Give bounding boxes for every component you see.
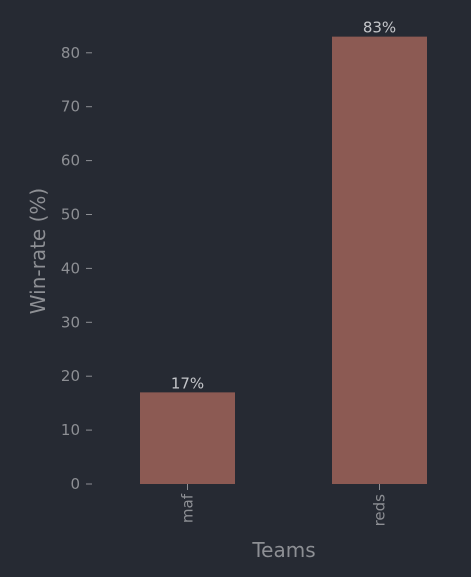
y-tick-label: 40 [61, 259, 80, 277]
data-label-reds: 83% [363, 19, 396, 37]
y-tick-label: 10 [61, 421, 80, 439]
y-tick-label: 0 [70, 475, 80, 493]
y-tick-label: 80 [61, 44, 80, 62]
x-axis-label: Teams [251, 538, 315, 562]
y-tick-label: 60 [61, 152, 80, 170]
y-tick-label: 20 [61, 367, 80, 385]
y-axis-ticks: 0 10 20 30 40 50 60 70 80 [61, 44, 92, 493]
bar-reds [332, 36, 427, 484]
bars: 17% 83% [140, 19, 427, 484]
y-tick-label: 50 [61, 206, 80, 224]
bar-maf [140, 392, 235, 484]
y-axis-label: Win-rate (%) [26, 188, 50, 314]
x-tick-label: reds [371, 494, 389, 527]
y-tick-label: 70 [61, 98, 80, 116]
y-tick-label: 30 [61, 313, 80, 331]
x-tick-label: maf [179, 493, 197, 523]
x-axis-ticks: maf reds [179, 484, 389, 526]
data-label-maf: 17% [171, 374, 204, 392]
